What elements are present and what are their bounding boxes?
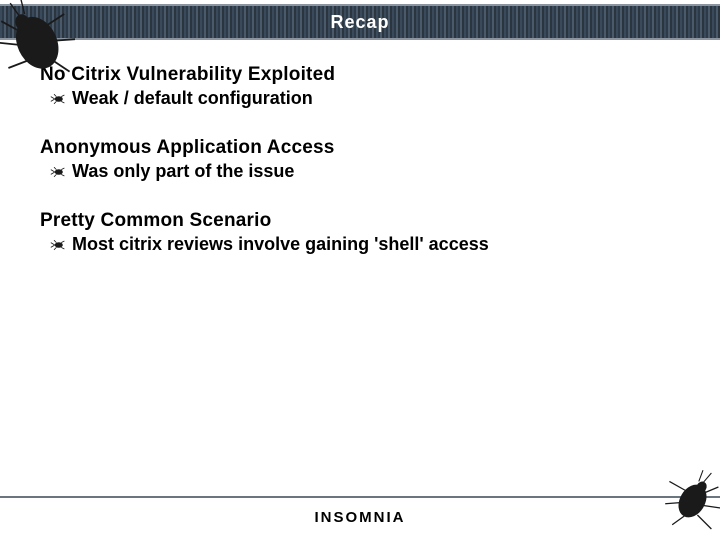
section-3: Pretty Common Scenario Most citrix revie…: [40, 210, 680, 255]
section-2-bullet-text: Was only part of the issue: [72, 161, 294, 182]
slide-title: Recap: [330, 12, 389, 33]
section-3-bullet-text: Most citrix reviews involve gaining 'she…: [72, 234, 489, 255]
cockroach-decoration-bottom-right: [654, 466, 720, 536]
title-band: Recap: [0, 4, 720, 40]
footer-divider: [0, 496, 720, 498]
bug-bullet-icon: [50, 239, 66, 251]
footer-brand: INSOMNIA: [0, 509, 720, 526]
bug-bullet-icon: [50, 93, 66, 105]
section-1-heading: No Citrix Vulnerability Exploited: [40, 64, 680, 86]
section-3-bullet: Most citrix reviews involve gaining 'she…: [40, 234, 680, 255]
section-1-bullet-text: Weak / default configuration: [72, 88, 313, 109]
section-2-bullet: Was only part of the issue: [40, 161, 680, 182]
section-1: No Citrix Vulnerability Exploited Weak /…: [40, 64, 680, 109]
section-2-heading: Anonymous Application Access: [40, 137, 680, 159]
slide-content: No Citrix Vulnerability Exploited Weak /…: [0, 40, 720, 255]
section-3-heading: Pretty Common Scenario: [40, 210, 680, 232]
bug-bullet-icon: [50, 166, 66, 178]
cockroach-decoration-top-left: [0, 0, 84, 86]
section-1-bullet: Weak / default configuration: [40, 88, 680, 109]
section-2: Anonymous Application Access Was only pa…: [40, 137, 680, 182]
